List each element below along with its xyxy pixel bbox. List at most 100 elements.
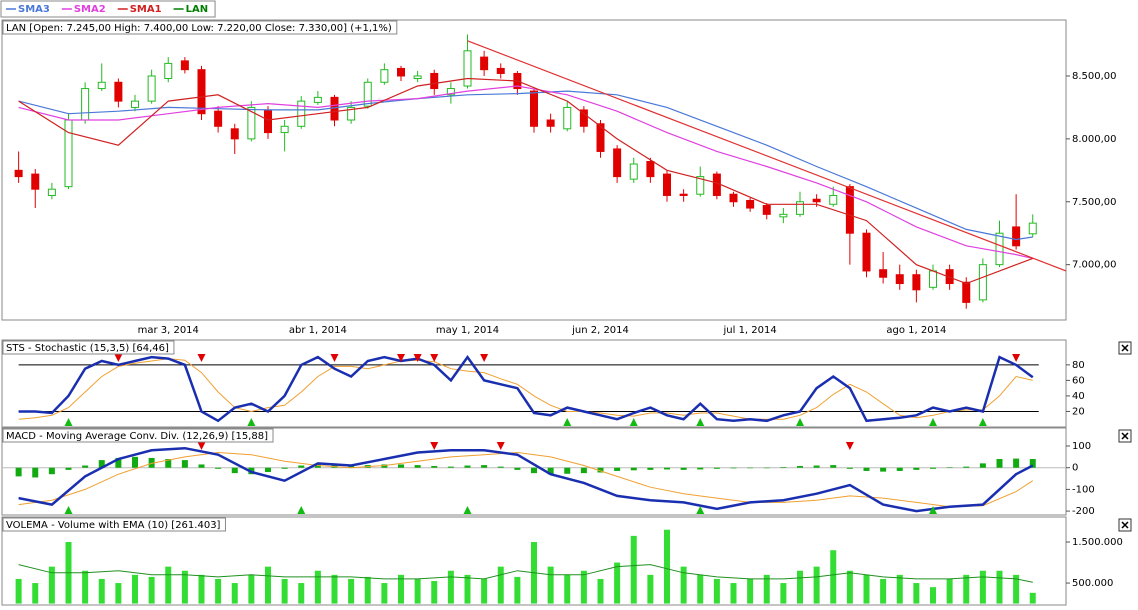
- panel-title-box: [2, 20, 398, 35]
- bar: [165, 566, 172, 604]
- candle-body: [895, 274, 904, 285]
- bar: [181, 570, 188, 604]
- bar: [780, 583, 787, 604]
- line-series: [18, 90, 1033, 241]
- bar: [747, 578, 754, 604]
- y-tick-label: 500.000: [1072, 578, 1113, 589]
- bar: [863, 574, 870, 604]
- candle-body: [812, 198, 821, 203]
- y-tick-label: 60: [1072, 375, 1085, 386]
- bar: [32, 583, 39, 604]
- x-tick-label: abr 1, 2014: [289, 325, 347, 336]
- close-button-x: [1121, 344, 1129, 352]
- buy-signal: [796, 418, 804, 426]
- bar: [1029, 459, 1036, 468]
- bar: [265, 566, 271, 604]
- bar: [398, 574, 404, 604]
- bar: [281, 467, 288, 469]
- bar: [115, 457, 122, 468]
- bar: [98, 460, 105, 468]
- candle-body: [64, 119, 73, 188]
- line-series: [18, 358, 1033, 420]
- buy-signal: [696, 506, 705, 514]
- close-button[interactable]: [1118, 429, 1132, 443]
- bar: [314, 464, 321, 468]
- sell-signal: [845, 442, 854, 450]
- bar: [381, 464, 388, 468]
- y-tick-label: 0: [1072, 463, 1078, 474]
- candle-body: [696, 176, 705, 195]
- bar: [48, 467, 55, 475]
- candle-body: [363, 81, 372, 107]
- bar: [15, 578, 22, 604]
- bar: [481, 578, 488, 604]
- bar: [215, 467, 222, 469]
- buy-signal: [64, 418, 73, 426]
- buy-signal: [978, 418, 987, 426]
- bar: [846, 570, 853, 604]
- candle-body: [845, 186, 854, 234]
- bar: [830, 465, 837, 468]
- candle-body: [596, 123, 605, 152]
- bar: [248, 574, 255, 604]
- candle-body: [746, 200, 755, 209]
- candle-body: [796, 201, 804, 215]
- buy-signal: [297, 506, 306, 514]
- candle-body: [313, 96, 322, 103]
- candle-body: [779, 213, 788, 218]
- sell-signal: [430, 442, 439, 450]
- x-tick-label: mar 3, 2014: [138, 325, 199, 336]
- candle-body: [446, 88, 455, 96]
- bar: [15, 467, 22, 477]
- bar: [946, 578, 953, 604]
- bar: [381, 583, 388, 604]
- buy-signal: [696, 418, 705, 426]
- bar: [930, 467, 936, 469]
- bar: [963, 466, 970, 468]
- legend-frame: [0, 0, 216, 18]
- close-button-x: [1121, 521, 1129, 529]
- close-button[interactable]: [1118, 518, 1132, 532]
- bar: [464, 574, 471, 604]
- sell-signal: [480, 354, 489, 362]
- close-button-x: [1121, 432, 1129, 440]
- bar: [597, 578, 604, 604]
- candle-body: [180, 60, 189, 71]
- line-series: [18, 85, 1033, 259]
- bar: [1013, 574, 1020, 604]
- bar: [597, 467, 604, 473]
- bar: [198, 464, 205, 468]
- candle-body: [862, 232, 871, 272]
- x-tick-label: jul 1, 2014: [723, 325, 777, 336]
- y-tick-label: -100: [1072, 484, 1095, 495]
- sell-signal: [496, 442, 505, 450]
- bar: [364, 576, 371, 604]
- close-button[interactable]: [1118, 341, 1132, 355]
- sell-signal: [197, 442, 206, 450]
- candle-body: [214, 110, 223, 127]
- bar: [132, 574, 138, 604]
- bar: [298, 583, 305, 604]
- legend-label: SMA3: [18, 4, 50, 15]
- bar: [564, 574, 571, 604]
- bar: [697, 574, 704, 604]
- bar: [65, 467, 72, 470]
- candle-body: [530, 90, 538, 127]
- candle-body: [563, 106, 572, 130]
- bar: [647, 467, 654, 470]
- bar: [614, 467, 621, 471]
- bar: [580, 570, 587, 604]
- bar: [680, 566, 687, 604]
- bar: [747, 467, 754, 469]
- y-tick-label: 40: [1072, 391, 1085, 402]
- bar: [165, 459, 172, 468]
- sell-signal: [397, 354, 405, 362]
- bar: [896, 574, 903, 604]
- bar: [946, 467, 953, 468]
- candle-body: [463, 50, 472, 87]
- candle-body: [97, 81, 106, 90]
- bar: [531, 467, 537, 474]
- candle-body: [613, 148, 622, 178]
- bar: [547, 467, 554, 475]
